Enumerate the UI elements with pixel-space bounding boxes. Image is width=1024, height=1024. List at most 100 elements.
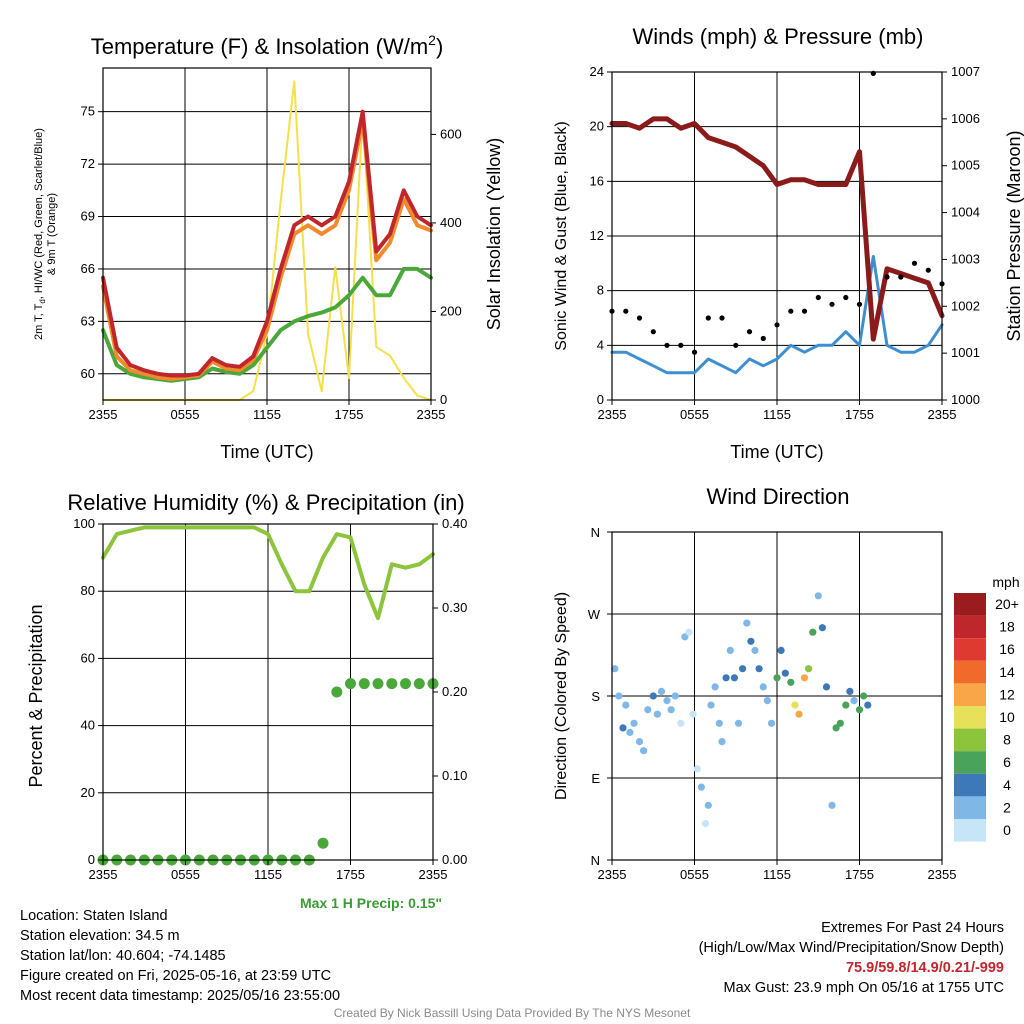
direction-point	[653, 710, 662, 718]
direction-point	[677, 719, 685, 727]
direction-point	[836, 719, 844, 727]
series-2m-t	[101, 109, 433, 378]
colorbar-label: 8	[1003, 732, 1011, 748]
gust-point	[760, 335, 766, 342]
precip-point	[413, 678, 425, 690]
extremes-values: 75.9/59.8/14.9/0.21/-999	[845, 960, 1004, 976]
gust-point	[856, 301, 863, 307]
y2-tick-label: 1001	[951, 345, 980, 360]
speed-colorbar: 20+ 18 16 14 12 10 8 6 4 2 0	[954, 593, 1019, 842]
pressure-ylabel: Station Pressure (Maroon)	[1004, 130, 1024, 341]
y2-tick-label: 1002	[951, 298, 980, 313]
max-precip-annotation: Max 1 H Precip: 0.15"	[300, 895, 443, 911]
gust-point	[774, 322, 780, 328]
precip-point	[331, 686, 343, 698]
y2-tick-label: 0.40	[442, 516, 467, 531]
y-tick-label: 72	[81, 156, 95, 171]
temperature-x-ticks: 2355 0555 1155 1755 2355	[89, 400, 445, 422]
gust-point	[801, 308, 808, 314]
x-tick-label: 2355	[598, 867, 627, 882]
direction-point	[640, 747, 648, 755]
y2-tick-label: 0.00	[442, 852, 467, 867]
direction-point	[767, 719, 776, 727]
y2-tick-label: 0	[440, 392, 447, 407]
gust-point	[788, 308, 794, 314]
series-sonic-wind	[610, 255, 944, 375]
gust-point	[925, 267, 931, 273]
direction-point	[773, 674, 781, 682]
x-tick-label: 1155	[763, 407, 791, 422]
gust-point	[705, 315, 711, 321]
direction-point	[781, 669, 789, 677]
colorbar-label: 18	[999, 619, 1015, 635]
direction-point	[864, 701, 872, 709]
direction-point	[730, 674, 739, 682]
direction-point	[805, 665, 813, 673]
direction-point	[685, 628, 693, 636]
x-tick-label: 1755	[845, 867, 874, 882]
extremes-subtitle: (High/Low/Max Wind/Precipitation/Snow De…	[698, 940, 1004, 956]
wind-direction-grid	[612, 532, 942, 860]
direction-point	[855, 706, 864, 714]
precip-point	[345, 678, 356, 690]
y-tick-label: 20	[81, 785, 95, 800]
y-tick-label: W	[588, 607, 601, 622]
temperature-xlabel: Time (UTC)	[220, 442, 313, 462]
humidity-title: Relative Humidity (%) & Precipitation (i…	[67, 490, 464, 515]
direction-point	[630, 719, 638, 727]
y2-tick-label: 600	[440, 126, 462, 141]
direction-point	[777, 646, 785, 655]
direction-point	[739, 665, 747, 673]
x-tick-label: 2355	[89, 407, 118, 422]
x-tick-label: 0555	[171, 867, 200, 882]
credit-line: Created By Nick Bassill Using Data Provi…	[333, 1006, 691, 1020]
winds-ylabel: Sonic Wind & Gust (Blue, Black)	[553, 121, 570, 350]
y-tick-label: 12	[590, 228, 604, 243]
y2-tick-label: 0.20	[442, 684, 467, 699]
gust-point	[691, 349, 698, 355]
y2-tick-label: 1000	[951, 392, 980, 407]
humidity-series	[97, 525, 439, 866]
gust-point	[911, 260, 918, 266]
station-elevation: Station elevation: 34.5 m	[20, 928, 180, 944]
y2-tick-label: 1003	[951, 251, 980, 266]
y2-tick-label: 1004	[951, 205, 980, 220]
x-tick-label: 1155	[253, 407, 281, 422]
y-tick-label: 16	[590, 173, 604, 188]
direction-point	[755, 665, 763, 673]
x-tick-label: 1755	[845, 407, 874, 422]
y2-tick-label: 1007	[951, 64, 980, 79]
direction-point	[809, 628, 817, 636]
temperature-panel: Temperature (F) & Insolation (W/m2) 60 63…	[33, 32, 504, 462]
series-relative-humidity	[101, 525, 435, 621]
winds-y-ticks: 0 4 8 12 16 20 24	[590, 64, 612, 407]
winds-panel: Winds (mph) & Pressure (mb) 04812162024 …	[553, 24, 1024, 462]
direction-point	[657, 687, 666, 696]
precip-point	[372, 678, 384, 690]
direction-point	[850, 697, 858, 705]
direction-point	[622, 701, 630, 709]
direction-point	[726, 646, 734, 655]
x-tick-label: 2355	[419, 867, 448, 882]
x-tick-label: 0555	[680, 407, 709, 422]
x-tick-label: 2355	[928, 407, 957, 422]
y2-tick-label: 0.10	[442, 768, 467, 783]
direction-point	[663, 697, 671, 705]
y-tick-label: 69	[81, 209, 95, 224]
colorbar-swatch	[954, 638, 986, 661]
colorbar-swatch	[954, 706, 986, 729]
direction-point	[697, 783, 706, 791]
station-location: Location: Staten Island	[20, 908, 168, 924]
wind-direction-points	[611, 592, 872, 828]
x-tick-label: 1155	[254, 867, 282, 882]
direction-point	[619, 724, 627, 732]
humidity-panel: Relative Humidity (%) & Precipitation (i…	[26, 490, 467, 882]
gust-point	[636, 315, 643, 321]
recent-timestamp: Most recent data timestamp: 2025/05/16 2…	[20, 988, 341, 1004]
direction-point	[846, 687, 854, 696]
max-gust: Max Gust: 23.9 mph On 05/16 at 1755 UTC	[723, 980, 1004, 996]
temperature-ylabel: 2m T, Td, HI/WC (Red, Green, Scarlet/Blu…	[33, 128, 58, 340]
direction-point	[751, 646, 759, 655]
x-tick-label: 2355	[928, 867, 957, 882]
